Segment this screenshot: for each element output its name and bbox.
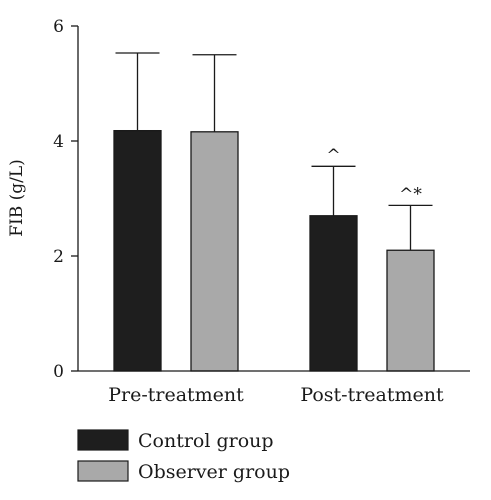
y-axis: 0 2 4 6 <box>53 17 79 382</box>
significance-label: ^ <box>326 145 340 165</box>
significance-label: ^* <box>399 184 422 204</box>
legend: Control group Observer group <box>77 429 290 483</box>
y-tick-label: 2 <box>53 247 64 267</box>
y-axis-title: FIB (g/L) <box>7 159 27 237</box>
y-tick-label: 0 <box>53 362 64 382</box>
bar <box>190 131 239 372</box>
legend-swatch <box>77 429 129 451</box>
bars: ^ ^* <box>113 52 435 372</box>
bar <box>113 129 162 372</box>
legend-swatch <box>77 460 129 482</box>
x-category-label: Post-treatment <box>300 384 444 406</box>
x-category-label: Pre-treatment <box>108 384 244 406</box>
legend-label: Control group <box>138 430 274 452</box>
bar <box>386 249 435 372</box>
y-tick-label: 6 <box>53 17 64 37</box>
y-tick-label: 4 <box>53 132 64 152</box>
x-axis: Pre-treatment Post-treatment <box>78 370 470 406</box>
bar <box>309 215 358 372</box>
legend-label: Observer group <box>138 461 290 483</box>
